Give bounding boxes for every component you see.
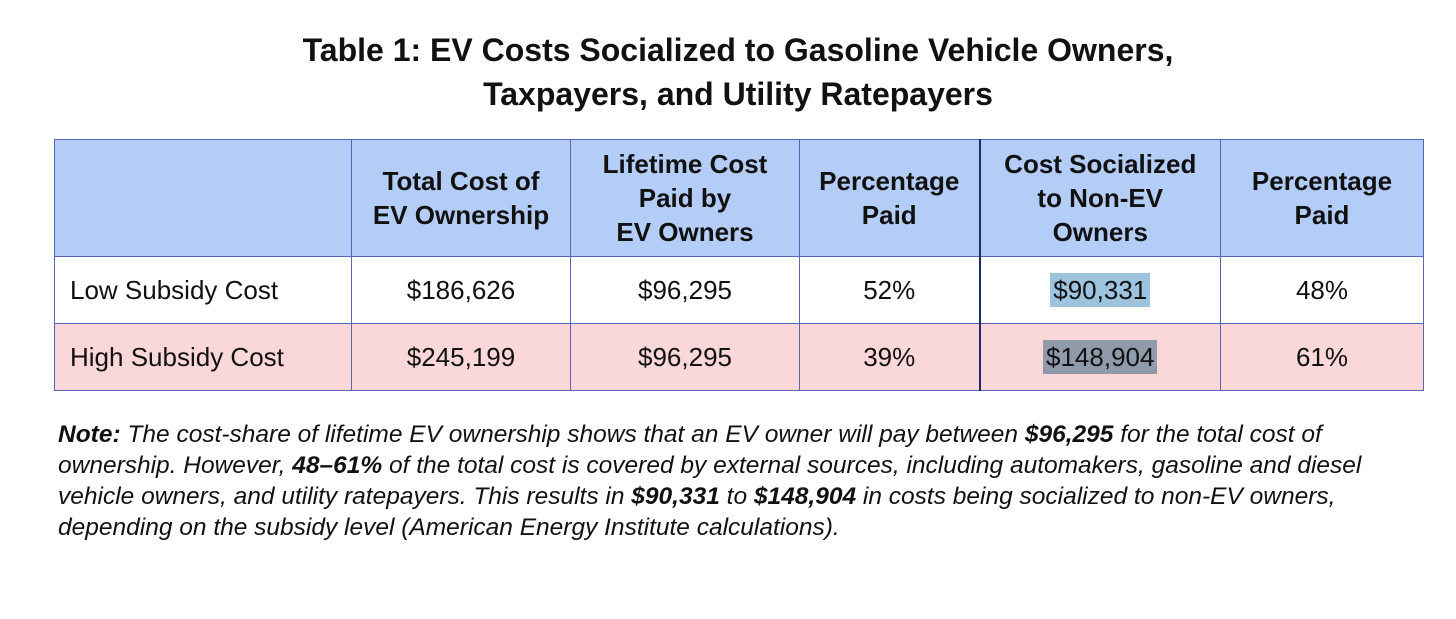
- table-row-low-subsidy: Low Subsidy Cost $186,626 $96,295 52% $9…: [54, 256, 1424, 324]
- table-title-line-1: Table 1: EV Costs Socialized to Gasoline…: [302, 32, 1174, 68]
- table-title-line-2: Taxpayers, and Utility Ratepayers: [483, 76, 993, 112]
- note-bold-amount-1: $96,295: [1024, 421, 1114, 448]
- header-lifetime-paid-line-1: Lifetime Cost: [602, 149, 768, 179]
- row-label: Low Subsidy Cost: [54, 256, 352, 324]
- row-label: High Subsidy Cost: [54, 323, 352, 391]
- cell-cost-socialized: $90,331: [978, 256, 1221, 324]
- cell-cost-socialized: $148,904: [978, 323, 1221, 391]
- header-percent-paid: Percentage Paid: [799, 139, 980, 257]
- header-lifetime-paid: Lifetime Cost Paid by EV Owners: [570, 139, 800, 257]
- header-row: Total Cost of EV Ownership Lifetime Cost…: [54, 139, 1424, 257]
- cell-percent-socialized: 48%: [1220, 256, 1424, 324]
- header-lifetime-paid-line-3: EV Owners: [616, 217, 754, 247]
- highlighted-value[interactable]: $148,904: [1043, 339, 1158, 374]
- header-cost-socialized: Cost Socialized to Non-EV Owners: [978, 139, 1221, 257]
- note-bold-percent-range: 48–61%: [292, 452, 383, 479]
- header-percent-socialized-line-2: Paid: [1294, 200, 1350, 230]
- note-label: Note:: [58, 421, 121, 448]
- note-bold-amount-2: $90,331: [631, 483, 720, 510]
- header-total-cost-line-2: EV Ownership: [372, 200, 550, 230]
- header-percent-socialized-line-1: Percentage: [1251, 166, 1393, 196]
- header-cost-socialized-line-1: Cost Socialized: [1004, 149, 1197, 179]
- header-percent-paid-line-1: Percentage: [819, 166, 960, 196]
- note-text-2: for the total cost of ownership. However…: [58, 421, 1322, 479]
- cell-percent-socialized: 61%: [1220, 323, 1424, 391]
- header-cost-socialized-line-3: Owners: [1052, 217, 1148, 247]
- header-lifetime-paid-line-2: Paid by: [638, 183, 732, 213]
- cell-total-cost: $186,626: [351, 256, 571, 324]
- note-bold-amount-3: $148,904: [753, 483, 857, 510]
- header-cost-socialized-line-2: to Non-EV: [1037, 183, 1164, 213]
- cell-total-cost: $245,199: [351, 323, 571, 391]
- table-row-high-subsidy: High Subsidy Cost $245,199 $96,295 39% $…: [54, 323, 1424, 391]
- cell-lifetime-paid: $96,295: [570, 323, 800, 391]
- note-text-3: of the total cost is covered by external…: [58, 452, 1362, 510]
- note-text-1: The cost-share of lifetime EV ownership …: [120, 421, 1025, 448]
- cell-percent-paid: 39%: [799, 323, 980, 391]
- header-cell-empty: [54, 139, 352, 257]
- header-percent-socialized: Percentage Paid: [1220, 139, 1424, 257]
- cell-percent-paid: 52%: [799, 256, 980, 324]
- header-total-cost-line-1: Total Cost of: [382, 166, 540, 196]
- note-text-5: in costs being socialized to non-EV owne…: [58, 483, 1336, 541]
- cell-lifetime-paid: $96,295: [570, 256, 800, 324]
- table-title: Table 1: EV Costs Socialized to Gasoline…: [0, 28, 1456, 116]
- header-total-cost: Total Cost of EV Ownership: [351, 139, 571, 257]
- header-percent-paid-line-2: Paid: [861, 200, 917, 230]
- note-text-4: to: [719, 483, 754, 510]
- highlighted-value[interactable]: $90,331: [1050, 272, 1151, 307]
- ev-cost-table: Total Cost of EV Ownership Lifetime Cost…: [54, 139, 1424, 391]
- table-note: Note: The cost-share of lifetime EV owne…: [58, 419, 1418, 543]
